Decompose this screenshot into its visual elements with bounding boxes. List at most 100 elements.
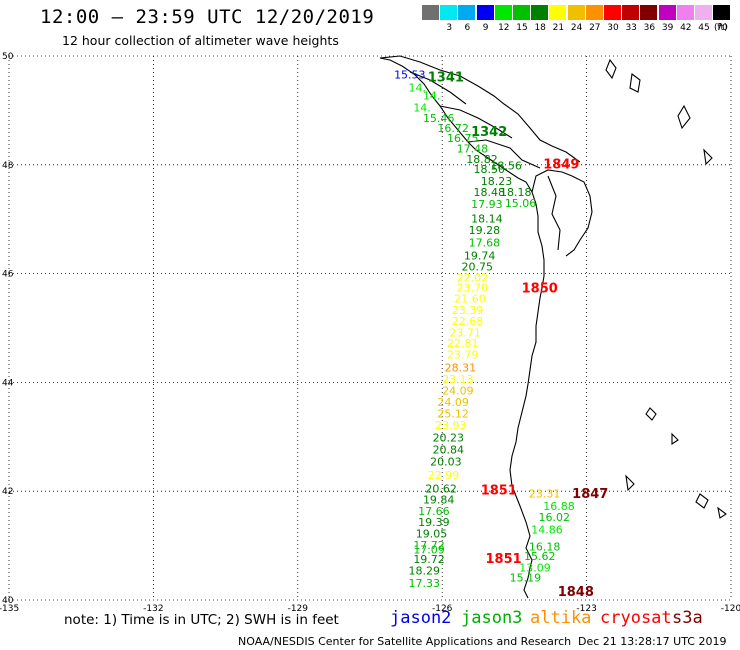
x-tick-label: -126 xyxy=(432,604,453,614)
chart-title: 12:00 – 23:59 UTC 12/20/2019 xyxy=(40,6,375,28)
grid-lines xyxy=(8,55,732,601)
coastline-vancouver-island xyxy=(409,71,541,169)
lake-6 xyxy=(671,432,679,446)
lake-2 xyxy=(629,73,641,93)
legend-swatch xyxy=(658,5,676,20)
wave-height-value: 19.84 xyxy=(423,493,455,506)
coastline xyxy=(379,55,727,599)
wave-height-value: 16.18 xyxy=(529,541,561,554)
legend-label: 30 xyxy=(607,23,619,33)
legend-swatch xyxy=(458,5,476,20)
y-tick-label: 40 xyxy=(2,596,14,606)
wave-height-value: 23.31 xyxy=(529,487,561,500)
legend-label: 3 xyxy=(446,23,453,33)
legend-swatch xyxy=(622,5,640,20)
wave-height-value: 17.72 xyxy=(413,539,445,552)
wave-height-value: 23.39 xyxy=(452,304,484,317)
wave-height-value: 20.75 xyxy=(461,261,493,274)
wave-height-value: 18.23 xyxy=(481,175,513,188)
legend-swatch xyxy=(476,5,494,20)
wave-height-value: 14. xyxy=(413,102,431,115)
legend-swatch xyxy=(531,5,549,20)
y-tick-label: 44 xyxy=(2,378,14,388)
wave-height-value: 18.82 xyxy=(466,153,498,166)
wave-height-value: 15.19 xyxy=(510,572,542,585)
legend-swatch xyxy=(695,5,712,20)
legend-swatch xyxy=(585,5,603,20)
wave-height-value: 18.56 xyxy=(490,159,522,172)
legend-label: 42 xyxy=(680,23,692,33)
wave-height-value: 20.23 xyxy=(433,431,465,444)
legend-label: 21 xyxy=(552,23,565,33)
wave-height-value: 23.79 xyxy=(447,349,479,362)
legend-swatch xyxy=(549,5,567,20)
note-text: note: 1) Time is in UTC; 2) SWH is in fe… xyxy=(64,612,339,628)
wave-height-value: 20.62 xyxy=(425,482,457,495)
pass-time-label: 1850 xyxy=(522,282,558,297)
wave-height-value: 19.74 xyxy=(464,250,496,263)
wave-height-value: 19.05 xyxy=(416,528,448,541)
lake-9 xyxy=(625,474,635,492)
legend-label: 24 xyxy=(570,23,583,33)
satellite-name-jason3: jason3 xyxy=(461,608,523,628)
wave-height-value: 18.14 xyxy=(471,213,503,226)
legend-label: 33 xyxy=(625,23,637,33)
footer-credit: NOAA/NESDIS Center for Satellite Applica… xyxy=(238,635,572,648)
legend-swatch xyxy=(422,5,439,20)
coastline-puget xyxy=(531,169,593,257)
wave-height-value: 22.99 xyxy=(428,469,460,482)
wave-height-value: 18.29 xyxy=(409,565,441,578)
wave-height-value: 23.71 xyxy=(449,326,481,339)
x-tick-label: -123 xyxy=(576,604,596,614)
coastline-bc xyxy=(379,55,581,163)
legend-swatch xyxy=(676,5,694,20)
wave-height-value: 13.09 xyxy=(519,561,551,574)
satellite-name-s3a: s3a xyxy=(672,608,703,628)
legend-label: 45 xyxy=(698,23,710,33)
lake-1 xyxy=(605,58,617,80)
wave-height-value: 16.75 xyxy=(447,132,479,145)
legend-label: 12 xyxy=(498,23,510,33)
legend-label: 27 xyxy=(589,23,601,33)
y-tick-label: 46 xyxy=(2,270,14,280)
axis-tick-labels: -135 -132 -129 -126 -123 -120 40 42 44 46 48 50 xyxy=(0,52,740,614)
legend-unit: (ft) xyxy=(714,23,728,33)
wave-height-value: 25.12 xyxy=(437,407,469,420)
wave-height-value: 15.53 xyxy=(394,68,426,81)
wave-height-value: 20.84 xyxy=(433,443,465,456)
wave-height-value: 14. xyxy=(423,90,441,103)
wave-height-value: 17.33 xyxy=(409,577,441,590)
x-tick-label: -120 xyxy=(721,604,740,614)
wave-height-value: 24.09 xyxy=(437,396,469,409)
pass-time-labels: 1341 1342 1849 1850 1851 1847 1851 1848 xyxy=(428,71,609,600)
wave-height-value: 23.13 xyxy=(442,373,474,386)
legend-label: 9 xyxy=(482,23,489,33)
x-tick-label: -135 xyxy=(0,604,19,614)
lake-7 xyxy=(695,493,709,509)
wave-height-value: 14. xyxy=(409,82,427,95)
wave-height-value: 19.39 xyxy=(418,516,450,529)
satellite-name-jason2: jason2 xyxy=(390,608,452,628)
footer-timestamp: Dec 21 13:28:17 UTC 2019 xyxy=(578,635,727,648)
legend-swatch xyxy=(440,5,458,20)
lake-5 xyxy=(645,407,657,421)
wave-height-value: 16.02 xyxy=(538,511,570,524)
pass-time-label: 1342 xyxy=(471,125,507,140)
legend-label: 39 xyxy=(661,23,674,33)
wave-height-value: 28.31 xyxy=(445,362,477,375)
chart-subtitle: 12 hour collection of altimeter wave hei… xyxy=(62,33,339,48)
wave-height-labels: 15.5314.14.14.15.4616.7216.7517.4818.821… xyxy=(394,68,575,590)
lake-3 xyxy=(677,104,691,130)
x-tick-label: -132 xyxy=(143,604,163,614)
coastline-main xyxy=(379,57,545,599)
wave-height-value: 18.50 xyxy=(473,163,505,176)
legend-swatch xyxy=(513,5,530,20)
wave-height-value: 20.03 xyxy=(430,455,462,468)
wave-height-value: 19.28 xyxy=(469,224,501,237)
wave-height-value: 21.60 xyxy=(454,293,486,306)
wave-height-value: 19.72 xyxy=(413,553,445,566)
pass-time-label: 1849 xyxy=(543,158,579,173)
wave-height-value: 17.93 xyxy=(471,198,503,211)
legend-label: 15 xyxy=(516,23,528,33)
